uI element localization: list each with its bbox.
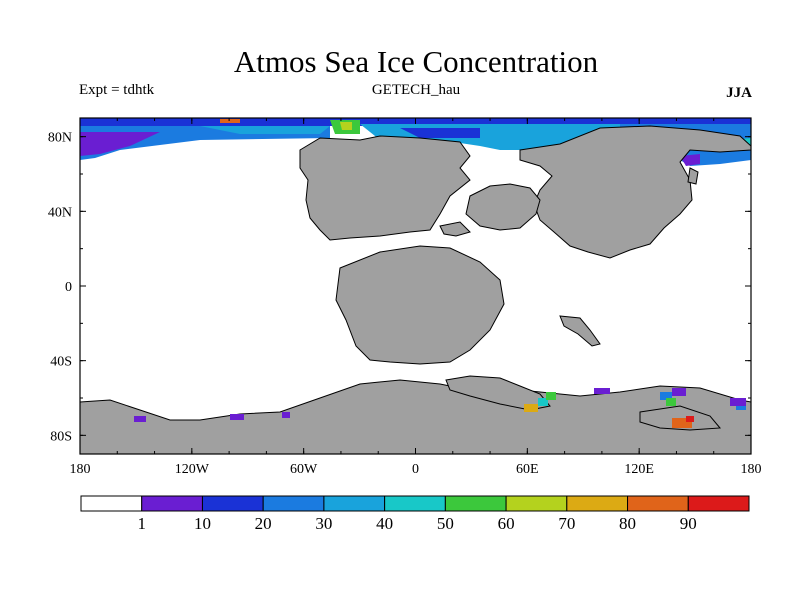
colorbar-label: 60 (498, 514, 515, 533)
y-tick-label: 80N (48, 131, 72, 146)
colorbar-label: 50 (437, 514, 454, 533)
x-tick-label: 180 (70, 462, 91, 477)
x-tick-label: 120E (624, 462, 654, 477)
land-masses (80, 125, 751, 454)
island-1 (559, 315, 601, 347)
axis-ticks (79, 118, 752, 454)
map-panel (80, 118, 751, 454)
x-tick-labels: 180 120W 60W 0 60E 120E 180 (70, 462, 762, 477)
antarctic-sea-ice (134, 388, 746, 428)
colorbar-swatch (687, 495, 750, 512)
map-title: Atmos Sea Ice Concentration (233, 44, 599, 79)
experiment-label: Expt = tdhtk (79, 82, 155, 98)
y-tick-label: 40S (50, 355, 72, 370)
colorbar-swatch (384, 495, 446, 512)
island-5 (439, 221, 471, 237)
colorbar-label: 30 (315, 514, 332, 533)
colorbar-label: 40 (376, 514, 393, 533)
continent-north (299, 135, 471, 241)
y-tick-label: 0 (65, 280, 72, 295)
colorbar-swatch (444, 495, 507, 512)
x-tick-label: 180 (741, 462, 762, 477)
colorbar-swatch (201, 495, 264, 512)
colorbar-label: 80 (619, 514, 636, 533)
colorbar-swatch (262, 495, 325, 512)
colorbar-label: 70 (558, 514, 575, 533)
x-tick-label: 60W (290, 462, 318, 477)
y-tick-label: 40N (48, 205, 72, 220)
model-label: GETECH_hau (371, 82, 461, 98)
colorbar-swatch (141, 495, 203, 512)
colorbar-swatch (505, 495, 568, 512)
continent-central (465, 183, 541, 231)
colorbar-label: 1 (137, 514, 146, 533)
colorbar-swatch (80, 495, 143, 512)
season-label: JJA (726, 85, 752, 101)
x-tick-label: 120W (175, 462, 210, 477)
colorbar (80, 495, 750, 512)
colorbar-swatch (566, 495, 629, 512)
colorbar-labels: 1 10 20 30 40 50 60 70 80 90 (137, 514, 696, 533)
colorbar-label: 20 (255, 514, 272, 533)
colorbar-swatch (627, 495, 689, 512)
y-tick-label: 80S (50, 429, 72, 444)
island-3 (445, 375, 551, 411)
y-tick-labels: 80N 40N 0 40S 80S (48, 131, 72, 445)
x-tick-label: 0 (412, 462, 419, 477)
x-tick-label: 60E (516, 462, 539, 477)
colorbar-swatch (323, 495, 386, 512)
island-2 (687, 167, 699, 185)
continent-south (335, 245, 505, 365)
colorbar-label: 10 (194, 514, 211, 533)
colorbar-label: 90 (680, 514, 697, 533)
